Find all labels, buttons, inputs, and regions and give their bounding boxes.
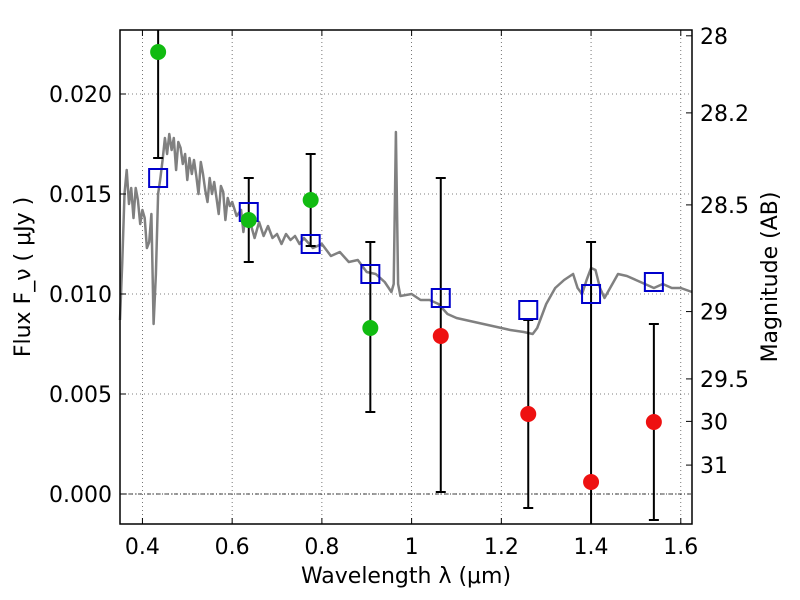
observed-flux-point: [520, 406, 537, 422]
magnitude-tick-label: 28.2: [700, 102, 749, 127]
magnitude-tick-label: 31: [700, 454, 728, 479]
model-synthetic-square: [581, 284, 602, 304]
y-axis-label: Flux F_ν ( μJy ): [11, 197, 36, 357]
magnitude-tick-label: 28: [700, 25, 728, 50]
observed-flux-point: [432, 328, 449, 344]
model-synthetic-square: [643, 272, 664, 292]
magnitude-tick-label: 29: [700, 301, 728, 326]
x-tick-label: 1: [405, 535, 419, 560]
y-tick-label: 0.015: [49, 183, 112, 208]
observed-flux-point: [302, 192, 319, 208]
model-synthetic-square: [300, 234, 321, 254]
y-tick-label: 0.005: [49, 383, 112, 408]
x-tick-label: 0.4: [125, 535, 160, 560]
tick-layer: 0.4 0.6 0.8 1 1.2 1.4 1.6 0.000 0.005 0.010 0.015 0…: [49, 25, 749, 560]
observed-flux-point: [150, 44, 167, 60]
y-tick-label: 0.000: [49, 483, 112, 508]
x-tick-label: 0.8: [304, 535, 339, 560]
observed-flux-point: [240, 212, 257, 228]
x-tick-label: 0.6: [215, 535, 250, 560]
magnitude-axis-label: Magnitude (AB): [758, 192, 783, 363]
magnitude-tick-label: 30: [700, 410, 728, 435]
x-tick-label: 1.4: [574, 535, 609, 560]
plot-frame: [119, 29, 693, 525]
grid-layer: [120, 30, 692, 524]
magnitude-tick-label: 29.5: [700, 368, 749, 393]
model-spectrum-line: [118, 130, 693, 336]
model-synthetic-square: [518, 300, 539, 320]
y-tick-label: 0.010: [49, 283, 112, 308]
y-tick-label: 0.020: [49, 83, 112, 108]
x-tick-label: 1.2: [484, 535, 519, 560]
model-synthetic-square: [148, 168, 169, 188]
observed-point-layer: [150, 44, 662, 490]
model-spectrum-layer: [118, 130, 693, 336]
model-synthetic-square: [430, 288, 451, 308]
observed-flux-point: [645, 414, 662, 430]
observed-flux-point: [583, 474, 600, 490]
magnitude-tick-label: 28.5: [700, 194, 749, 219]
x-axis-label: Wavelength λ (μm): [301, 564, 511, 589]
model-synthetic-square: [360, 264, 381, 284]
observed-flux-point: [362, 320, 379, 336]
x-tick-label: 1.6: [663, 535, 698, 560]
